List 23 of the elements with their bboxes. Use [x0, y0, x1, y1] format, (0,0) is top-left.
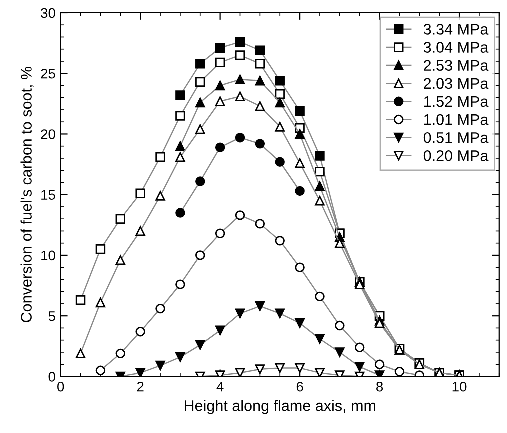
legend-label: 0.20 MPa	[424, 150, 489, 162]
y-tick-label: 5	[48, 312, 56, 322]
legend-label: 3.04 MPa	[424, 42, 489, 53]
y-axis-title: Conversion of fuel's carbon to soot, %	[20, 66, 34, 322]
legend-label: 0.51 MPa	[424, 132, 489, 144]
x-tick-label: 10	[452, 382, 467, 392]
x-tick-label: 2	[137, 382, 144, 392]
legend-label: 1.52 MPa	[424, 96, 489, 108]
x-tick-label: 8	[376, 382, 384, 392]
y-tick-label: 30	[41, 8, 56, 18]
x-tick-label: 0	[58, 382, 64, 392]
legend-label: 1.01 MPa	[424, 114, 489, 126]
y-tick-label: 25	[41, 68, 56, 79]
y-tick-label: 0	[48, 372, 56, 382]
x-tick-label: 4	[216, 382, 224, 392]
y-tick-label: 10	[42, 250, 56, 261]
legend-label: 2.53 MPa	[424, 60, 489, 72]
legend-label: 3.34 MPa	[424, 24, 489, 35]
y-tick-label: 20	[41, 130, 56, 140]
x-tick-label: 6	[296, 382, 304, 392]
y-tick-label: 15	[42, 190, 56, 200]
legend-label: 2.03 MPa	[424, 78, 489, 90]
x-axis-title: Height along flame axis, mm	[185, 400, 376, 414]
